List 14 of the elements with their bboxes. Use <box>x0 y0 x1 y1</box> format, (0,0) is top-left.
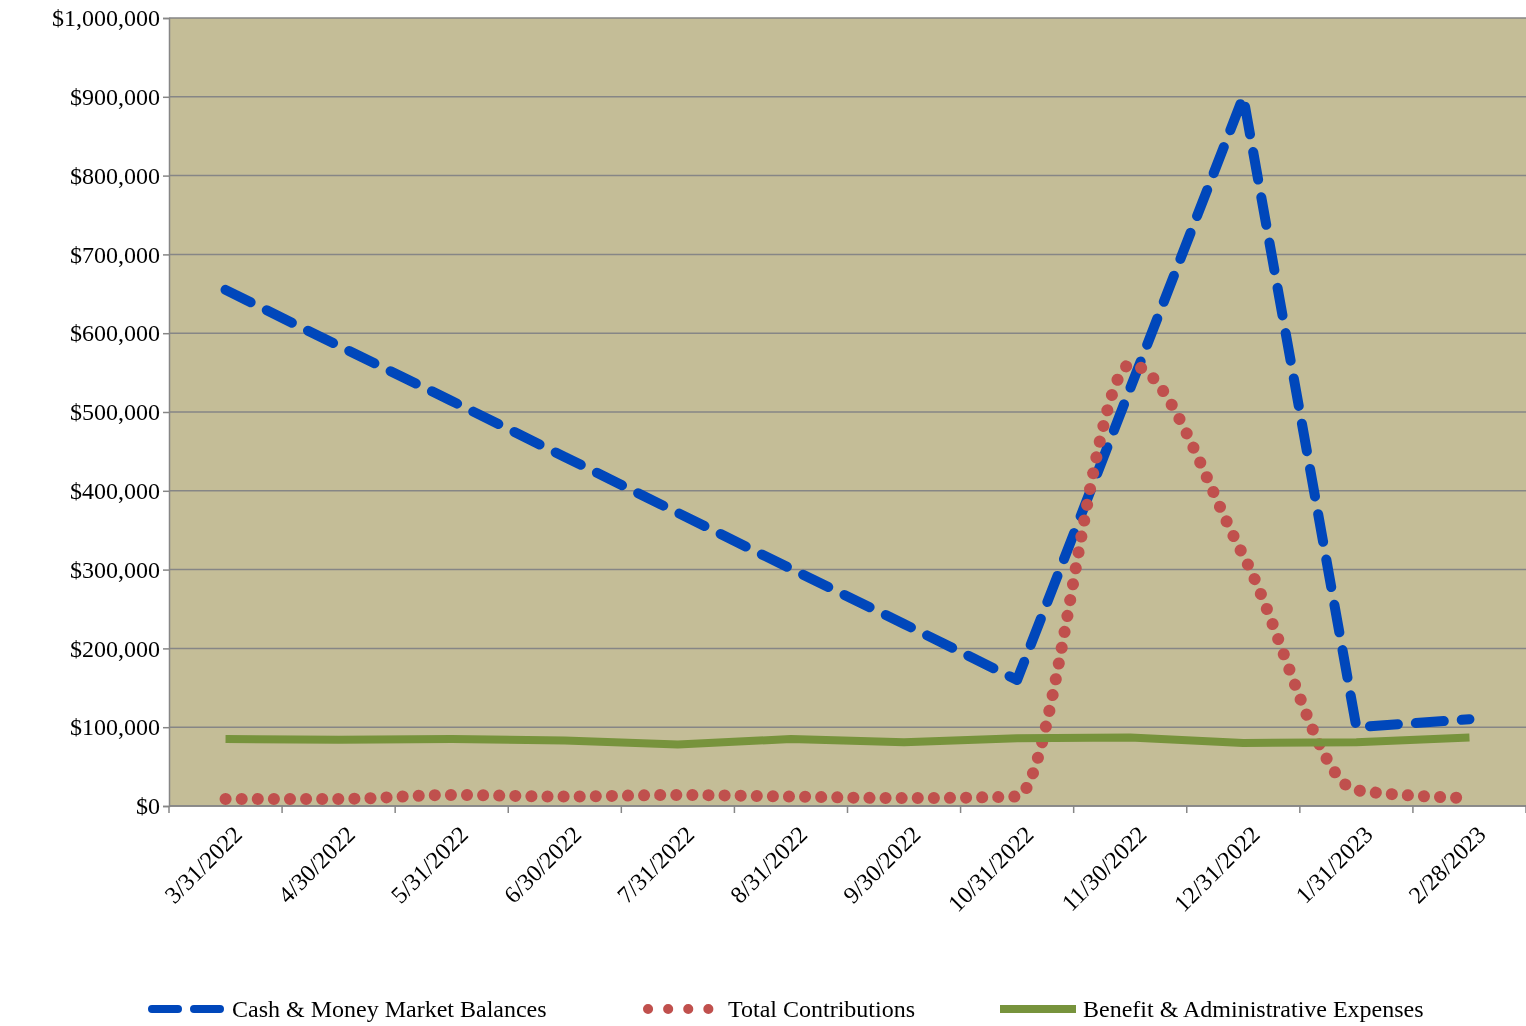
y-tick-label: $0 <box>136 793 160 820</box>
y-tick-label: $1,000,000 <box>52 5 160 32</box>
y-tick-label: $800,000 <box>70 162 160 189</box>
y-tick-label: $300,000 <box>70 556 160 583</box>
y-tick-label: $200,000 <box>70 635 160 662</box>
legend-label: Total Contributions <box>728 996 915 1023</box>
legend-label: Benefit & Administrative Expenses <box>1083 996 1424 1023</box>
y-tick-label: $600,000 <box>70 320 160 347</box>
y-tick-label: $900,000 <box>70 83 160 110</box>
y-tick-label: $700,000 <box>70 241 160 268</box>
y-tick-label: $400,000 <box>70 477 160 504</box>
y-tick-label: $100,000 <box>70 714 160 741</box>
y-tick-label: $500,000 <box>70 399 160 426</box>
legend-label: Cash & Money Market Balances <box>232 996 547 1023</box>
